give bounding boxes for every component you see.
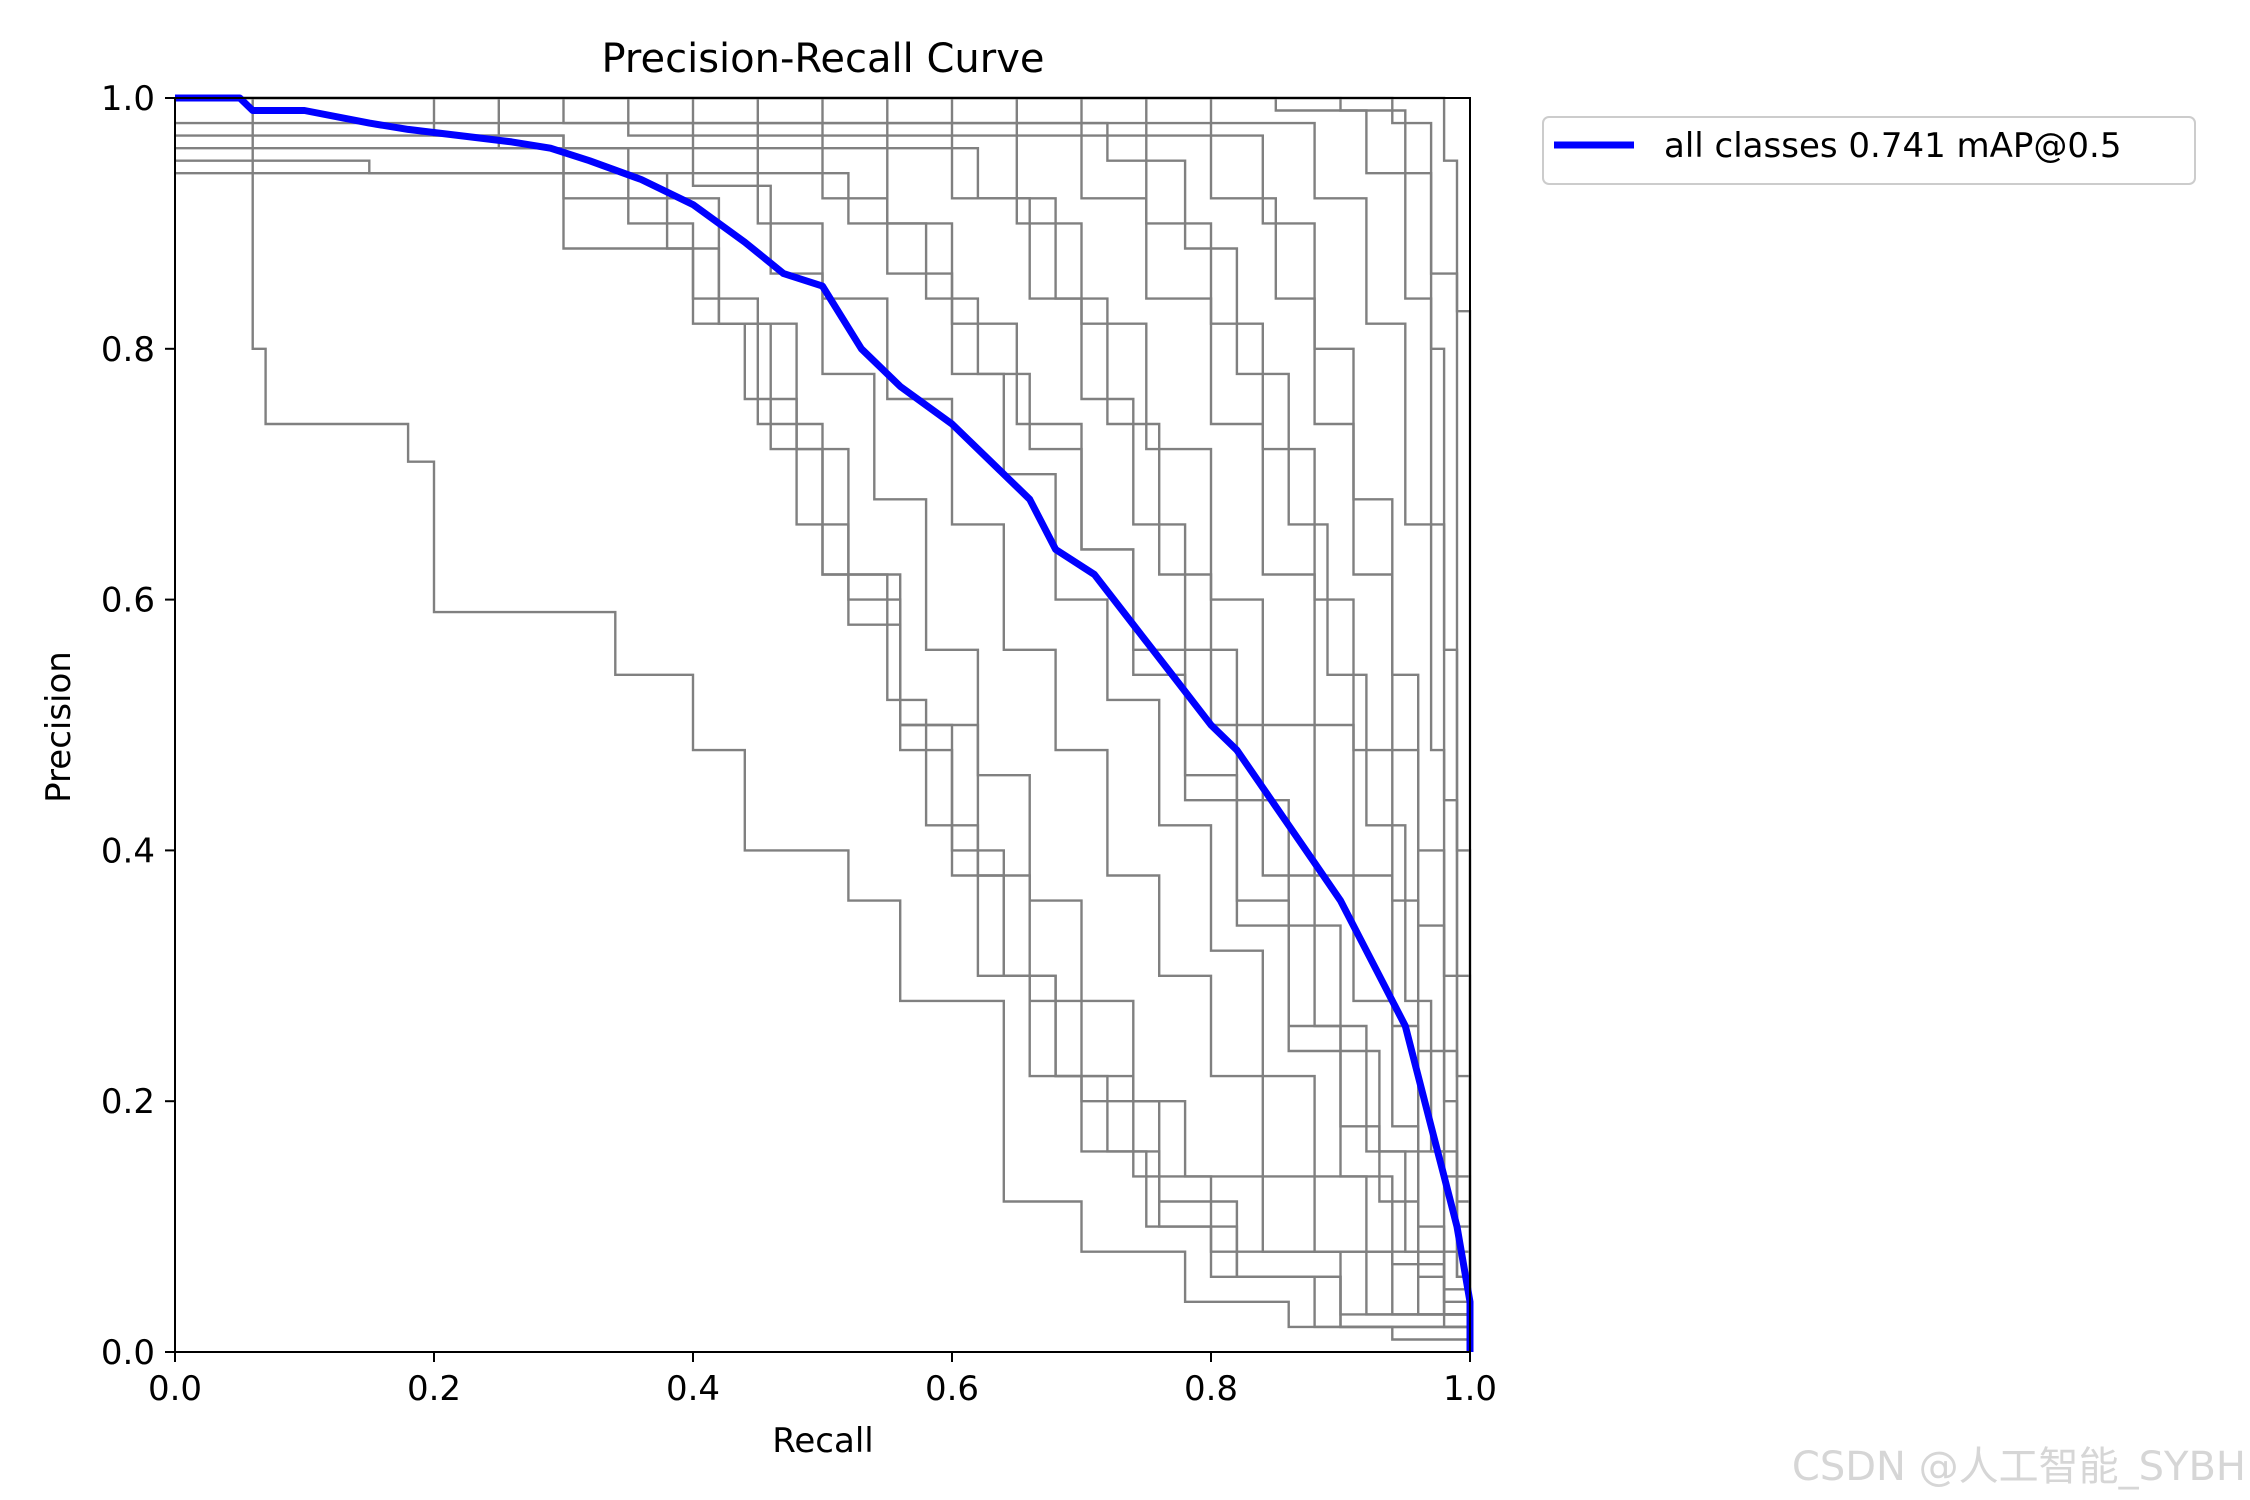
x-tick-label: 0.6 <box>925 1369 979 1409</box>
class-curve-23 <box>175 121 1472 1352</box>
y-tick-label: 0.6 <box>101 581 155 621</box>
x-tick-label: 0.8 <box>1184 1369 1238 1409</box>
plot-frame <box>174 97 1471 1353</box>
y-axis-label: Precision <box>39 651 79 803</box>
class-curve-13 <box>175 96 1472 1352</box>
class-curve-22 <box>175 147 1472 1352</box>
class-curve-6 <box>175 96 1472 1352</box>
x-tick-label: 0.2 <box>407 1369 461 1409</box>
y-tick-label: 1.0 <box>101 79 155 119</box>
x-tick-label: 1.0 <box>1443 1369 1497 1409</box>
legend-entry-label: all classes 0.741 mAP@0.5 <box>1664 126 2121 166</box>
class-curve-20 <box>175 172 1472 1352</box>
class-curves-group <box>175 96 1472 1352</box>
all-classes-curve <box>175 94 1474 1352</box>
class-curve-21 <box>175 134 1472 1352</box>
x-tick-label: 0.4 <box>666 1369 720 1409</box>
x-axis-label: Recall <box>772 1421 873 1461</box>
class-curve-17 <box>175 96 1472 1352</box>
class-curve-12 <box>175 96 1472 1352</box>
class-curve-1 <box>175 96 1472 1352</box>
watermark: CSDN @人工智能_SYBH <box>1791 1444 2246 1490</box>
x-tick-label: 0.0 <box>148 1369 202 1409</box>
y-tick-label: 0.4 <box>101 831 155 871</box>
y-axis-ticks: 0.0 0.2 0.4 0.6 0.8 1.0 <box>101 79 175 1373</box>
legend: all classes 0.741 mAP@0.5 <box>1542 116 2196 185</box>
y-tick-label: 0.2 <box>101 1082 155 1122</box>
class-curve-5 <box>175 96 1472 1352</box>
class-curve-18 <box>175 96 1472 1352</box>
all-classes-curve-group <box>175 94 1474 1352</box>
chart-title: Precision-Recall Curve <box>602 36 1045 82</box>
class-curve-7 <box>175 96 1472 1352</box>
legend-box <box>1542 116 2196 185</box>
y-tick-label: 0.8 <box>101 330 155 370</box>
x-axis-ticks: 0.0 0.2 0.4 0.6 0.8 1.0 <box>148 1352 1497 1409</box>
y-tick-label: 0.0 <box>101 1333 155 1373</box>
